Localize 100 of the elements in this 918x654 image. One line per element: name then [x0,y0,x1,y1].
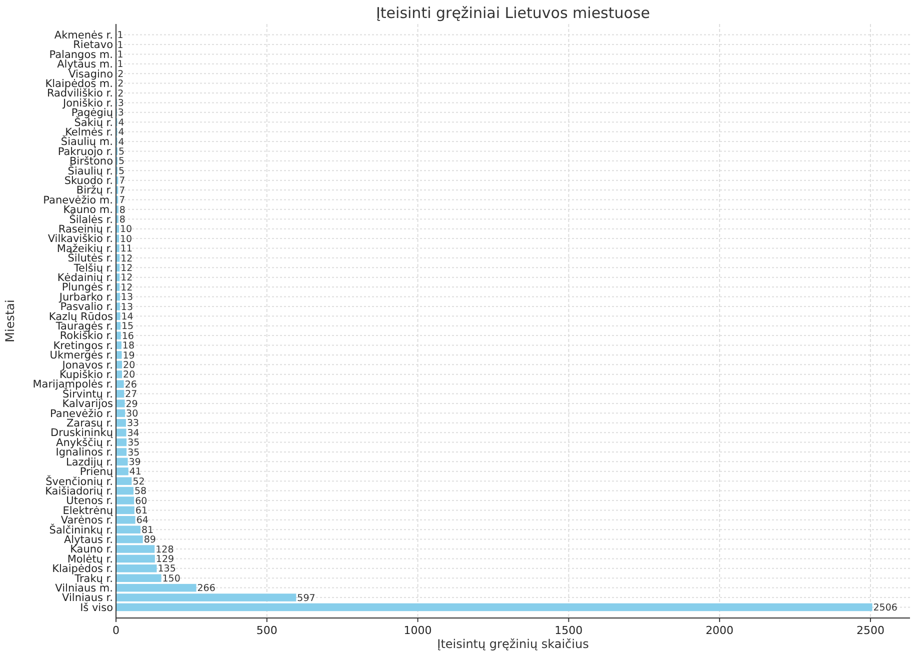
data-label: 12 [120,272,133,284]
y-tick-label: Jurbarko r. [58,291,113,304]
y-tick-label: Lazdijų r. [66,456,113,468]
data-label: 1 [117,50,124,61]
data-label: 26 [124,379,137,390]
data-label: 16 [122,330,134,342]
y-tick-label: Kauno r. [70,544,113,556]
data-label: 30 [126,408,138,420]
data-label: 7 [119,185,126,196]
data-label: 19 [122,350,135,362]
y-tick-label: Kalvarijos [62,398,113,410]
data-label: 3 [118,98,124,110]
data-label: 14 [121,311,134,322]
y-tick-label: Klaipėdos r. [52,563,113,576]
data-label: 4 [118,117,124,128]
data-label: 12 [120,282,133,294]
data-label: 89 [144,534,156,546]
y-axis-title: Miestai [3,300,17,342]
y-tick-label: Utenos r. [66,495,113,508]
data-label: 2 [118,88,124,100]
chart-title: Įteisinti gręžiniai Lietuvos miestuose [376,4,650,22]
y-tick-label: Klaipėdos m. [45,78,113,90]
data-label: 150 [162,573,180,584]
y-tick-label: Kaišiadorių r. [45,485,113,498]
data-label: 41 [129,466,142,478]
data-label: 52 [132,476,145,488]
y-tick-label: Pakruojo r. [58,146,113,158]
x-tick-label: 1500 [554,624,583,637]
data-label: 7 [119,176,126,187]
y-tick-label: Prienų [80,466,114,478]
y-tick-label: Kupiškio r. [59,369,113,382]
y-tick-label: Akmenės r. [54,29,113,42]
data-label: 1 [117,40,124,51]
x-tick-label: 2500 [856,624,884,637]
x-tick-label: 500 [256,624,278,637]
y-tick-label: Kazlų Rūdos [48,310,113,323]
data-label: 81 [141,524,154,536]
data-label: 135 [158,564,176,575]
y-tick-label: Panevėžio m. [43,194,113,206]
data-label: 1 [117,59,124,70]
y-tick-label: Ukmergės r. [50,350,113,362]
data-label: 58 [134,486,147,498]
data-label: 3 [118,108,124,119]
data-label: 35 [128,438,140,449]
data-label: 64 [136,515,148,526]
data-label: 12 [120,262,133,274]
y-tick-label: Pagėgių [71,107,114,120]
y-tick-label: Mažeikių r. [56,242,113,255]
data-label: 1 [117,30,124,42]
data-label: 5 [118,166,125,177]
data-label: 20 [123,370,136,381]
y-tick-label: Kretingos r. [53,340,113,352]
y-tick-label: Pasvalio r. [60,301,113,314]
y-tick-label: Rokiškio r. [60,330,113,342]
y-tick-label: Šalčininkų r. [49,523,113,536]
data-label: 8 [119,204,126,216]
data-label: 8 [119,214,126,226]
data-label: 13 [120,302,134,313]
data-label: 10 [120,234,132,245]
y-tick-label: Alytaus m. [57,58,113,71]
x-tick-label: 1000 [404,624,432,637]
y-tick-label: Plungės r. [62,282,113,294]
data-label: 60 [135,496,148,507]
data-label: 266 [197,583,216,594]
data-label: 2 [118,78,124,90]
y-tick-label: Palangos m. [49,48,113,61]
y-tick-label: Ignalinos r. [56,446,113,459]
data-label: 15 [122,321,134,332]
data-label: 34 [127,428,140,439]
data-label: 29 [126,398,138,410]
data-label: 5 [118,156,125,168]
data-label: 7 [119,195,126,206]
data-label: 2506 [873,602,898,614]
data-label: 4 [118,127,124,138]
y-tick-label: Biržų r. [76,184,113,197]
data-label: 27 [125,389,138,400]
data-label: 129 [156,554,174,566]
data-label: 5 [118,146,125,158]
y-tick-label: Elektrėnų [62,504,114,517]
data-label: 20 [123,360,136,371]
y-tick-label: Zarasų r. [66,418,113,430]
data-label: 33 [126,418,140,430]
data-label: 12 [120,253,133,264]
y-tick-label: Panevėžio r. [50,408,113,420]
data-label: 61 [135,506,148,517]
y-tick-label: Anykščių r. [56,436,113,449]
data-label: 18 [122,340,135,352]
x-tick-label: 2000 [706,624,734,637]
data-label: 597 [297,592,316,604]
y-tick-label: Rietavo [73,39,113,52]
x-axis-title: Įteisintų gręžinių skaičius [437,637,589,651]
data-label: 4 [118,136,124,148]
y-tick-label: Tauragės r. [54,320,113,333]
y-tick-label: Telšių r. [72,262,113,274]
x-tick-label: 0 [112,624,120,637]
y-tick-label: Molėtų r. [67,553,113,566]
data-label: 2 [118,68,124,80]
data-label: 39 [128,457,141,468]
y-tick-label: Šiaulių m. [60,135,113,148]
data-label: 128 [156,544,174,556]
